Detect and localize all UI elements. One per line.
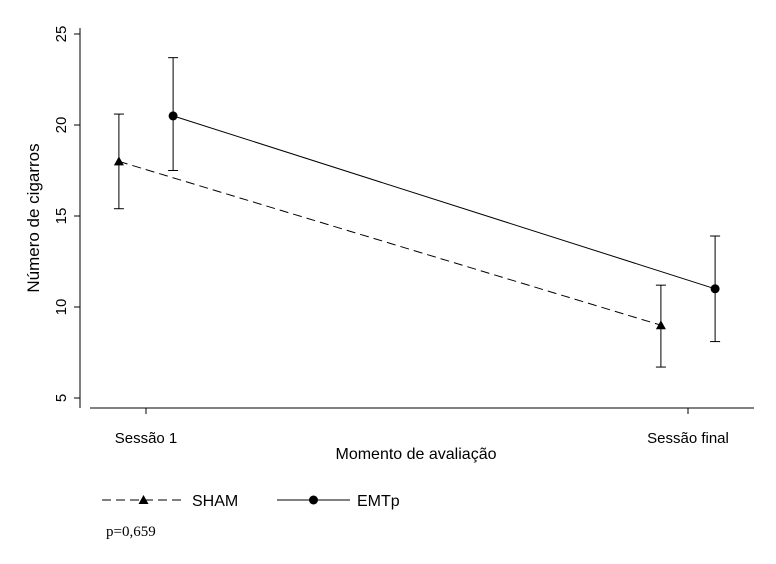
y-tick-label: 25 — [53, 26, 70, 43]
x-axis-label: Momento de avaliação — [336, 446, 497, 463]
legend-label: EMTp — [357, 493, 400, 510]
y-axis: 5 10 15 20 25 — [53, 26, 81, 408]
p-value-annotation: p=0,659 — [106, 524, 156, 540]
y-tick-label: 20 — [53, 117, 70, 134]
data-point-circle — [710, 284, 720, 294]
y-tick-label: 10 — [53, 299, 70, 316]
y-tick-label: 5 — [53, 394, 70, 402]
y-tick-label: 15 — [53, 208, 70, 225]
series-emtp — [168, 57, 721, 343]
legend: SHAM EMTp — [102, 493, 400, 510]
legend-item-emtp: EMTp — [277, 493, 400, 510]
x-axis: Sessão 1 Sessão final — [90, 407, 754, 447]
y-axis-label: Número de cigarros — [24, 143, 43, 292]
series-line — [172, 115, 716, 290]
data-point-circle — [309, 495, 318, 505]
data-point-triangle — [655, 320, 666, 330]
legend-item-sham: SHAM — [102, 493, 238, 510]
legend-label: SHAM — [192, 493, 238, 510]
plot-area — [113, 57, 721, 368]
series-sham — [113, 113, 666, 368]
series-line — [118, 160, 662, 326]
x-tick-label: Sessão 1 — [115, 430, 178, 447]
data-point-triangle — [138, 495, 149, 504]
data-point-circle — [168, 111, 178, 121]
x-tick-label: Sessão final — [647, 430, 729, 447]
data-point-triangle — [113, 156, 124, 166]
